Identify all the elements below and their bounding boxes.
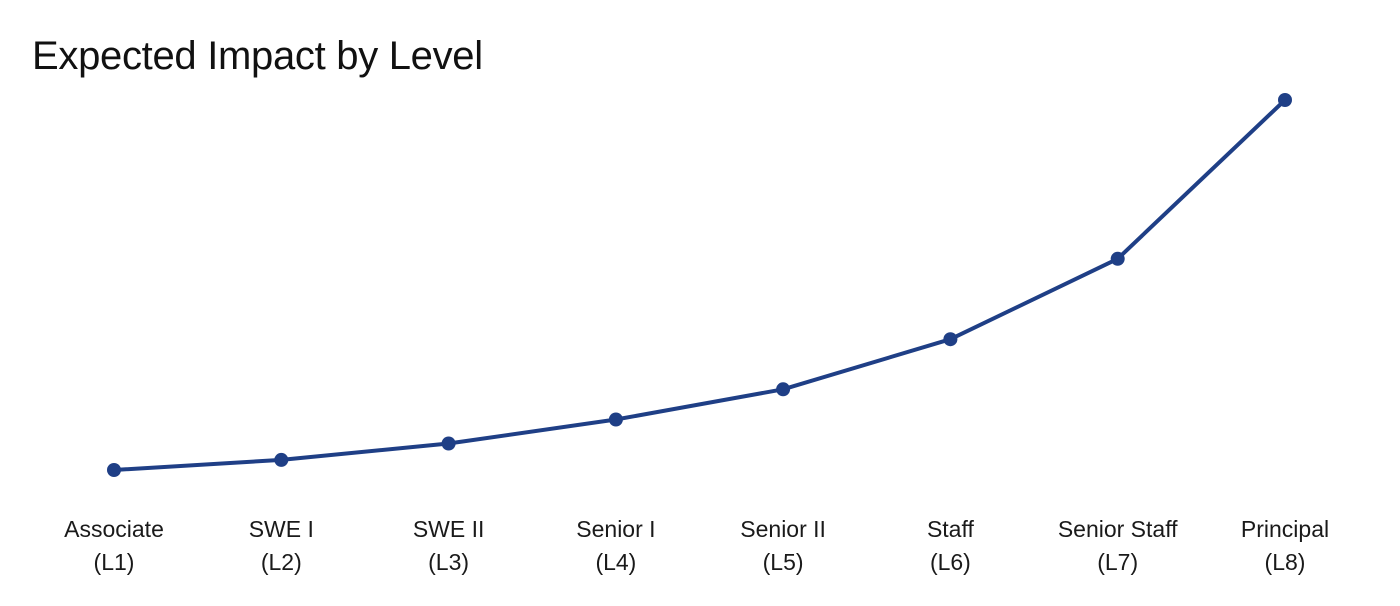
plot-points-layer xyxy=(107,93,1292,477)
x-tick-label: SWE II (L3) xyxy=(413,516,485,575)
chart-title: Expected Impact by Level xyxy=(32,34,483,78)
data-point xyxy=(441,436,456,451)
x-tick-label: Senior Staff (L7) xyxy=(1058,516,1178,575)
plot-lines-layer xyxy=(112,98,1287,472)
data-point xyxy=(1278,93,1292,107)
data-point xyxy=(608,412,623,427)
data-point xyxy=(107,463,121,477)
x-tick-label: SWE I (L2) xyxy=(249,516,314,575)
series-line xyxy=(112,98,1287,472)
data-point xyxy=(274,452,289,467)
x-tick-label: Associate (L1) xyxy=(64,516,164,575)
x-tick-label: Staff (L6) xyxy=(927,516,974,575)
x-tick-label: Senior II (L5) xyxy=(740,516,826,575)
data-point xyxy=(776,382,791,397)
data-point xyxy=(943,332,958,347)
x-axis-tick-labels: Associate (L1) SWE I (L2) SWE II (L3) Senior I… xyxy=(64,516,1329,575)
data-point xyxy=(1110,251,1125,266)
x-tick-label: Principal (L8) xyxy=(1241,516,1329,575)
x-tick-label: Senior I (L4) xyxy=(576,516,655,575)
